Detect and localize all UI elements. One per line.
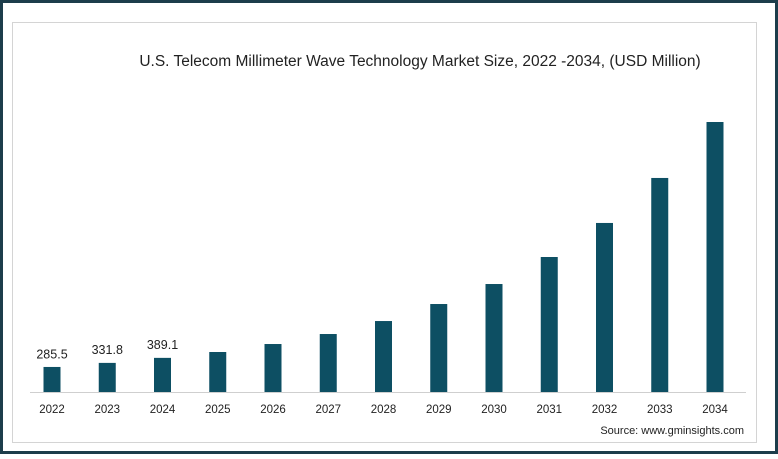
x-tick-label: 2024: [150, 404, 176, 416]
x-tick-label: 2031: [536, 404, 562, 416]
bar: [43, 366, 61, 392]
data-label: 331.8: [92, 343, 123, 357]
source: Source: www.gminsights.com: [600, 425, 744, 437]
bar: [375, 321, 392, 392]
x-tick-label: 2028: [371, 404, 397, 416]
bar: [706, 122, 724, 392]
bar: [209, 352, 227, 392]
x-tick-label: 2034: [702, 404, 728, 416]
bar: [264, 344, 282, 392]
bar: [319, 334, 337, 392]
x-tick-label: 2030: [481, 404, 507, 416]
data-label: 285.5: [36, 347, 67, 361]
x-tick-label: 2033: [647, 404, 673, 416]
x-tick-label: 2029: [426, 404, 452, 416]
bar: [596, 222, 613, 392]
bar: [651, 177, 669, 392]
x-tick-label: 2027: [315, 404, 341, 416]
x-tick-label: 2023: [94, 404, 120, 416]
bar: [485, 284, 503, 392]
x-tick-label: 2026: [260, 404, 286, 416]
bar: [154, 357, 171, 392]
bar: [540, 257, 558, 392]
chart-title: U.S. Telecom Millimeter Wave Technology …: [139, 53, 700, 70]
bar: [98, 362, 116, 392]
data-label: 389.1: [147, 338, 178, 352]
x-tick-label: 2025: [205, 404, 231, 416]
bar: [430, 304, 448, 392]
x-tick-label: 2022: [39, 404, 65, 416]
x-tick-label: 2032: [592, 404, 618, 416]
